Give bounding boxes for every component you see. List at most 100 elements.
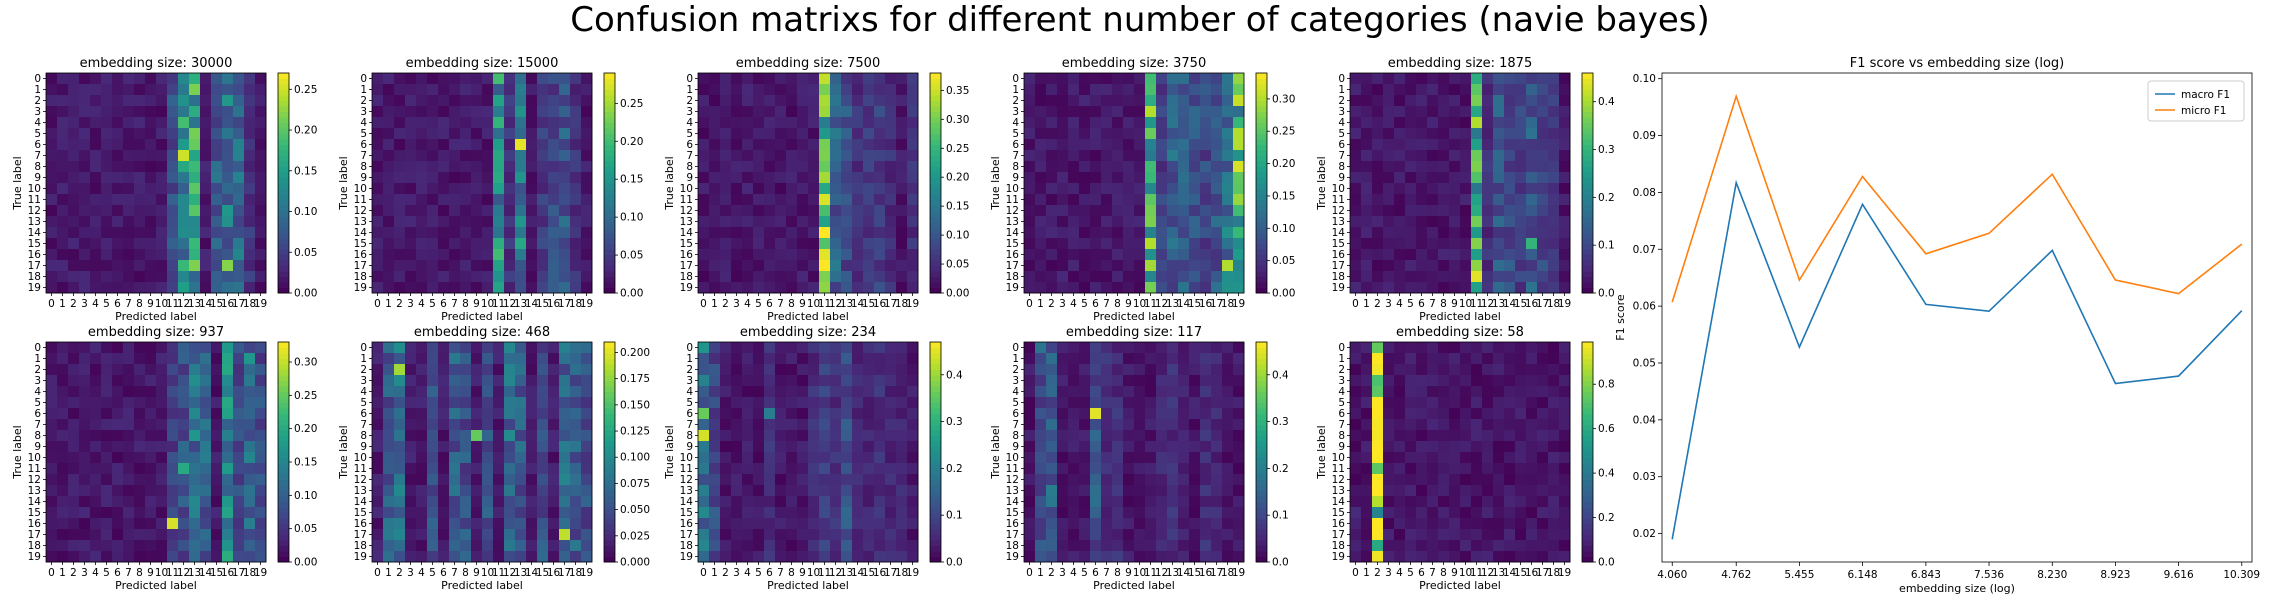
heatmap-cell: [471, 474, 483, 486]
colorbar-segment: [1256, 205, 1267, 211]
heatmap-cell: [178, 496, 190, 508]
heatmap-cell: [200, 271, 212, 283]
colorbar-segment: [1256, 375, 1267, 381]
heatmap-cell: [57, 342, 69, 354]
heatmap-cell: [581, 117, 593, 129]
heatmap-cell: [112, 342, 124, 354]
heatmap-cell: [244, 172, 256, 184]
heatmap-cell: [548, 172, 560, 184]
heatmap-cell: [907, 260, 919, 272]
heatmap-cell: [156, 463, 168, 475]
heatmap-cell: [764, 419, 776, 431]
y-tick-label: 15: [680, 238, 693, 250]
colorbar-segment: [1582, 111, 1593, 118]
heatmap-cell: [178, 172, 190, 184]
heatmap-cell: [1112, 73, 1124, 85]
heatmap-cell: [863, 529, 875, 541]
heatmap-cell: [1471, 249, 1483, 261]
heatmap-cell: [537, 496, 549, 508]
x-tick-label: 3: [1059, 567, 1066, 579]
heatmap-cell: [1416, 249, 1428, 261]
y-tick-label: 8: [360, 430, 367, 442]
heatmap-cell: [405, 238, 417, 250]
heatmap-cell: [515, 227, 527, 239]
heatmap-cell: [1189, 485, 1201, 497]
heatmap-cell: [570, 271, 582, 283]
heatmap-cell: [775, 117, 787, 129]
heatmap-cell: [852, 485, 864, 497]
y-tick-label: 19: [680, 282, 693, 294]
heatmap-cell: [1123, 128, 1135, 140]
heatmap-cell: [244, 205, 256, 217]
heatmap-cell: [244, 84, 256, 96]
heatmap-cell: [1112, 117, 1124, 129]
heatmap-cell: [1101, 183, 1113, 195]
heatmap-cell: [156, 172, 168, 184]
colorbar-segment: [1256, 474, 1267, 480]
heatmap-cell: [1068, 397, 1080, 409]
heatmap-cell: [405, 386, 417, 398]
heatmap-cell: [244, 364, 256, 376]
heatmap-cell: [1438, 150, 1450, 162]
heatmap-cell: [156, 518, 168, 530]
heatmap-cell: [405, 463, 417, 475]
heatmap-cell: [548, 507, 560, 519]
heatmap-cell: [68, 249, 80, 261]
heatmap-cell: [178, 507, 190, 519]
heatmap-cell: [46, 485, 58, 497]
x-tick-label: 1: [711, 567, 718, 579]
heatmap-cell: [167, 128, 179, 140]
heatmap-cell: [222, 540, 234, 552]
heatmap-cell: [101, 216, 113, 228]
heatmap-cell: [167, 205, 179, 217]
heatmap-cell: [189, 452, 201, 464]
heatmap-cell: [515, 205, 527, 217]
heatmap-cell: [1035, 183, 1047, 195]
heatmap-cell: [559, 452, 571, 464]
heatmap-cell: [449, 441, 461, 453]
heatmap-cell: [1427, 238, 1439, 250]
heatmap-cell: [46, 150, 58, 162]
heatmap-cell: [874, 342, 886, 354]
heatmap-cell: [1145, 183, 1157, 195]
heatmap-cell: [709, 84, 721, 96]
heatmap-cell: [200, 172, 212, 184]
heatmap-cell: [1361, 84, 1373, 96]
heatmap-cell: [200, 485, 212, 497]
heatmap-cell: [698, 419, 710, 431]
heatmap-cell: [841, 205, 853, 217]
heatmap-cell: [156, 249, 168, 261]
heatmap-cell: [819, 249, 831, 261]
colorbar-segment: [1582, 128, 1593, 134]
heatmap-cell: [493, 73, 505, 85]
heatmap-cell: [907, 139, 919, 151]
heatmap-cell: [731, 73, 743, 85]
x-tick-label: 0: [374, 567, 381, 579]
heatmap-cell: [907, 507, 919, 519]
heatmap-cell: [1079, 117, 1091, 129]
colorbar-segment: [278, 391, 289, 398]
heatmap-cell: [1024, 183, 1036, 195]
heatmap-cell: [145, 106, 157, 118]
colorbar-segment: [930, 490, 941, 497]
heatmap-cell: [1101, 507, 1113, 519]
heatmap-cell: [1123, 194, 1135, 206]
colorbar-segment: [930, 545, 941, 552]
heatmap-cell: [830, 463, 842, 475]
heatmap-cell: [79, 161, 91, 173]
heatmap-cell: [482, 386, 494, 398]
heatmap-cell: [460, 128, 472, 140]
heatmap-cell: [1405, 150, 1417, 162]
x-tick-label: 6: [766, 298, 773, 310]
heatmap-cell: [101, 529, 113, 541]
colorbar-segment: [1256, 150, 1267, 156]
heatmap-cell: [493, 106, 505, 118]
x-tick-label: 18: [895, 298, 908, 310]
heatmap-cell: [90, 128, 102, 140]
heatmap-cell: [1438, 205, 1450, 217]
heatmap-cell: [1068, 249, 1080, 261]
heatmap-cell: [819, 419, 831, 431]
heatmap-cell: [1515, 161, 1527, 173]
heatmap-cell: [786, 364, 798, 376]
y-tick-label: 18: [1006, 540, 1019, 552]
